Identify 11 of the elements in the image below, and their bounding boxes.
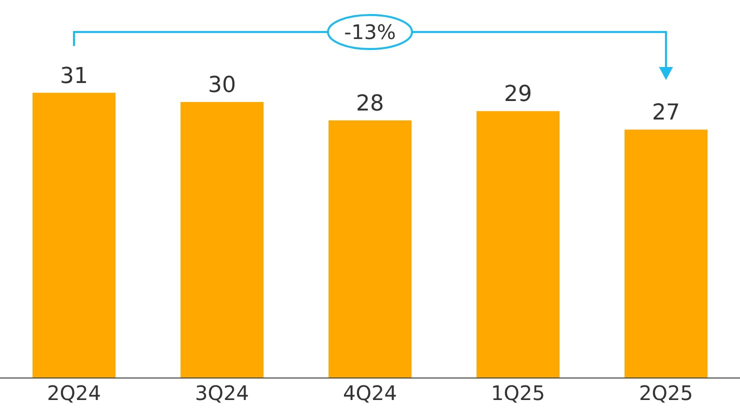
x-tick-label: 2Q24 [47,381,101,406]
data-label: 30 [208,72,236,98]
data-label: 29 [504,82,532,108]
data-label: 28 [356,91,384,116]
x-tick-label: 3Q24 [195,381,249,406]
x-tick-label: 4Q24 [343,381,397,406]
data-label: 27 [652,100,680,126]
x-tick-label: 1Q25 [491,381,545,406]
data-label: 31 [60,64,88,89]
x-tick-label: 2Q25 [639,381,693,406]
text: -13% [344,20,396,44]
